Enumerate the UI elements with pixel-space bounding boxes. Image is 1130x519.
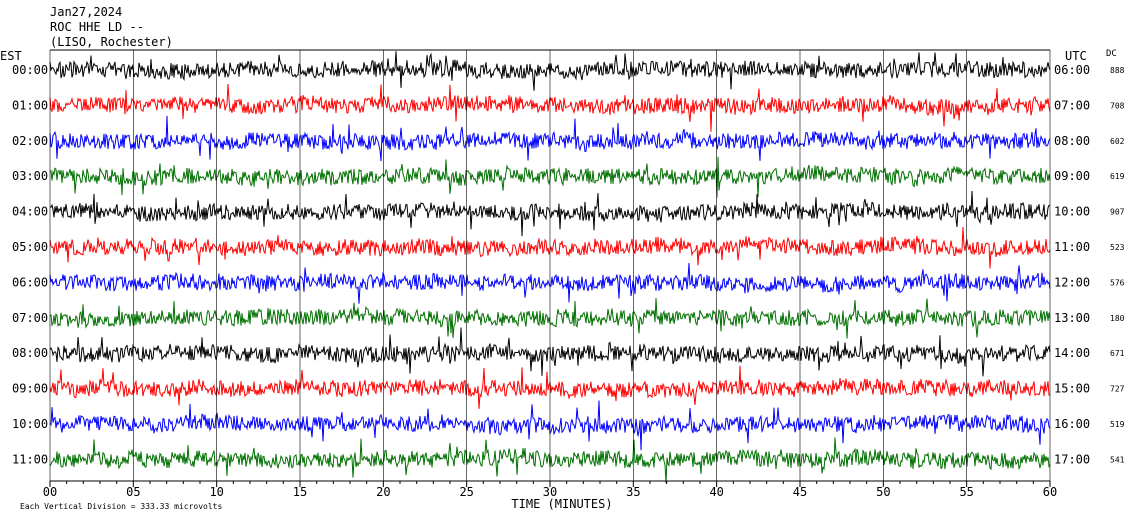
utc-hour-label: 07:00 bbox=[1054, 98, 1090, 112]
tick-layer: 00 05 10 15 20 25 30 35 40 45 50 55 60 00:00 06:00 888 0… bbox=[12, 63, 1125, 499]
utc-axis-label: UTC bbox=[1065, 49, 1087, 63]
x-tick-label-10: 10 bbox=[209, 485, 223, 499]
est-hour-label: 08:00 bbox=[12, 346, 48, 360]
x-tick-label-45: 45 bbox=[793, 485, 807, 499]
est-hour-label: 06:00 bbox=[12, 275, 48, 289]
utc-hour-label: 09:00 bbox=[1054, 169, 1090, 183]
x-axis-title: TIME (MINUTES) bbox=[511, 497, 612, 511]
utc-hour-label: 14:00 bbox=[1054, 346, 1090, 360]
utc-hour-label: 08:00 bbox=[1054, 134, 1090, 148]
x-tick-label-60: 60 bbox=[1043, 485, 1057, 499]
x-tick-label-50: 50 bbox=[876, 485, 890, 499]
est-hour-label: 02:00 bbox=[12, 134, 48, 148]
utc-hour-label: 16:00 bbox=[1054, 417, 1090, 431]
utc-hour-label: 06:00 bbox=[1054, 63, 1090, 77]
est-hour-label: 04:00 bbox=[12, 205, 48, 219]
est-hour-label: 01:00 bbox=[12, 98, 48, 112]
dc-value-label: 519 bbox=[1110, 420, 1125, 429]
x-tick-label-00: 00 bbox=[43, 485, 57, 499]
dc-column-label: DC bbox=[1106, 49, 1117, 59]
station-label: ROC HHE LD -- bbox=[50, 20, 144, 34]
x-tick-label-20: 20 bbox=[376, 485, 390, 499]
est-axis-label: EST bbox=[0, 49, 22, 63]
est-hour-label: 10:00 bbox=[12, 417, 48, 431]
x-tick-label-15: 15 bbox=[293, 485, 307, 499]
utc-hour-label: 12:00 bbox=[1054, 275, 1090, 289]
x-tick-label-25: 25 bbox=[459, 485, 473, 499]
dc-value-label: 888 bbox=[1110, 66, 1125, 75]
dc-value-label: 671 bbox=[1110, 349, 1125, 358]
x-tick-label-05: 05 bbox=[126, 485, 140, 499]
est-hour-label: 03:00 bbox=[12, 169, 48, 183]
x-tick-label-55: 55 bbox=[959, 485, 973, 499]
est-hour-label: 11:00 bbox=[12, 452, 48, 466]
dc-value-label: 727 bbox=[1110, 385, 1125, 394]
x-tick-label-35: 35 bbox=[626, 485, 640, 499]
utc-hour-label: 17:00 bbox=[1054, 452, 1090, 466]
utc-hour-label: 15:00 bbox=[1054, 382, 1090, 396]
dc-value-label: 541 bbox=[1110, 455, 1125, 464]
dc-value-label: 180 bbox=[1110, 314, 1125, 323]
date-label: Jan27,2024 bbox=[50, 5, 122, 19]
grid-layer bbox=[49, 50, 1051, 481]
utc-hour-label: 10:00 bbox=[1054, 205, 1090, 219]
dc-value-label: 907 bbox=[1110, 208, 1125, 217]
est-hour-label: 00:00 bbox=[12, 63, 48, 77]
utc-hour-label: 11:00 bbox=[1054, 240, 1090, 254]
x-tick-label-40: 40 bbox=[709, 485, 723, 499]
dc-value-label: 602 bbox=[1110, 137, 1125, 146]
scale-footer: Each Vertical Division = 333.33 microvol… bbox=[20, 502, 222, 511]
est-hour-label: 09:00 bbox=[12, 382, 48, 396]
location-label: (LISO, Rochester) bbox=[50, 35, 173, 49]
est-hour-label: 07:00 bbox=[12, 311, 48, 325]
x-tick-label-30: 30 bbox=[543, 485, 557, 499]
utc-hour-label: 13:00 bbox=[1054, 311, 1090, 325]
dc-value-label: 576 bbox=[1110, 278, 1125, 287]
dc-value-label: 619 bbox=[1110, 172, 1125, 181]
est-hour-label: 05:00 bbox=[12, 240, 48, 254]
dc-value-label: 523 bbox=[1110, 243, 1125, 252]
dc-value-label: 708 bbox=[1110, 101, 1125, 110]
